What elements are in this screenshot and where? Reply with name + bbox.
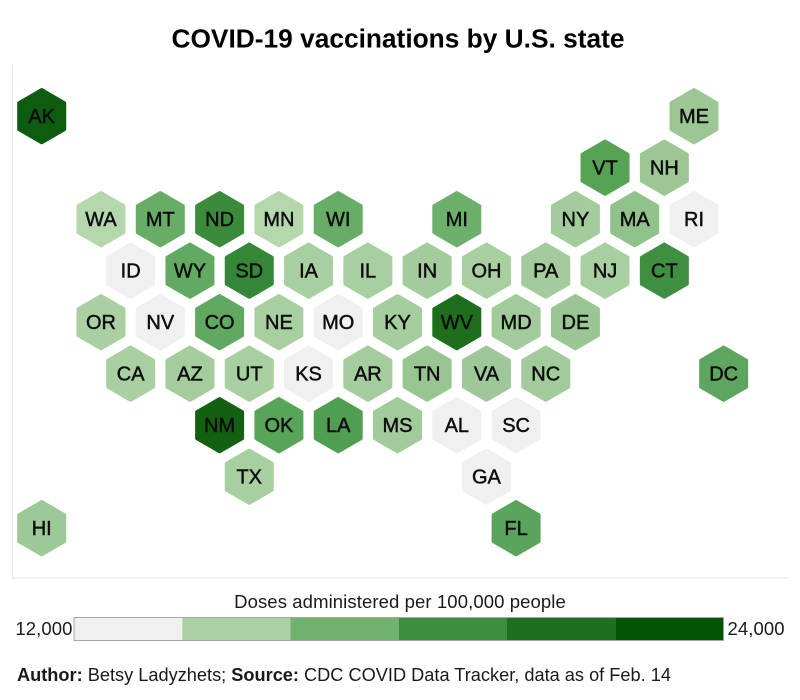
svg-text:SC: SC bbox=[502, 415, 530, 437]
svg-text:IN: IN bbox=[417, 261, 437, 283]
svg-text:ID: ID bbox=[121, 261, 141, 283]
svg-text:OH: OH bbox=[471, 261, 501, 283]
svg-text:Author: Betsy Ladyzhets; Sourc: Author: Betsy Ladyzhets; Source: CDC COV… bbox=[17, 665, 671, 685]
svg-text:VT: VT bbox=[592, 158, 618, 180]
svg-text:ND: ND bbox=[205, 209, 234, 231]
svg-text:Doses administered per 100,000: Doses administered per 100,000 people bbox=[234, 591, 566, 612]
svg-text:WV: WV bbox=[441, 312, 474, 334]
svg-text:LA: LA bbox=[326, 415, 351, 437]
svg-text:RI: RI bbox=[684, 209, 704, 231]
svg-text:WY: WY bbox=[174, 261, 206, 283]
svg-text:MO: MO bbox=[322, 312, 354, 334]
svg-text:CT: CT bbox=[651, 261, 678, 283]
svg-text:MD: MD bbox=[501, 312, 532, 334]
svg-text:UT: UT bbox=[236, 364, 263, 386]
svg-text:CO: CO bbox=[205, 312, 235, 334]
svg-text:AL: AL bbox=[445, 415, 469, 437]
svg-text:24,000: 24,000 bbox=[728, 618, 785, 639]
svg-text:TN: TN bbox=[414, 364, 441, 386]
svg-text:KY: KY bbox=[384, 312, 411, 334]
svg-text:MS: MS bbox=[383, 415, 413, 437]
svg-text:NY: NY bbox=[562, 209, 590, 231]
svg-text:NV: NV bbox=[146, 312, 174, 334]
svg-text:NM: NM bbox=[204, 415, 235, 437]
svg-text:SD: SD bbox=[235, 261, 263, 283]
svg-text:TX: TX bbox=[236, 467, 262, 489]
svg-text:VA: VA bbox=[474, 364, 500, 386]
svg-text:WI: WI bbox=[326, 209, 350, 231]
svg-text:NH: NH bbox=[650, 158, 679, 180]
svg-text:ME: ME bbox=[679, 106, 709, 128]
svg-text:CA: CA bbox=[117, 364, 145, 386]
svg-text:FL: FL bbox=[504, 518, 527, 540]
svg-text:OR: OR bbox=[86, 312, 116, 334]
svg-text:MT: MT bbox=[146, 209, 175, 231]
svg-text:HI: HI bbox=[32, 518, 52, 540]
svg-text:IA: IA bbox=[299, 261, 319, 283]
svg-text:MA: MA bbox=[620, 209, 651, 231]
svg-text:PA: PA bbox=[533, 261, 559, 283]
svg-text:MI: MI bbox=[446, 209, 468, 231]
svg-text:NC: NC bbox=[531, 364, 560, 386]
svg-text:12,000: 12,000 bbox=[15, 618, 72, 639]
svg-text:NJ: NJ bbox=[593, 261, 617, 283]
svg-text:OK: OK bbox=[264, 415, 294, 437]
svg-text:AR: AR bbox=[354, 364, 382, 386]
svg-text:GA: GA bbox=[472, 467, 502, 489]
svg-text:AK: AK bbox=[28, 106, 55, 128]
svg-text:DC: DC bbox=[709, 364, 738, 386]
svg-text:NE: NE bbox=[265, 312, 293, 334]
svg-text:DE: DE bbox=[562, 312, 590, 334]
svg-text:KS: KS bbox=[295, 364, 322, 386]
svg-text:MN: MN bbox=[263, 209, 294, 231]
svg-text:WA: WA bbox=[85, 209, 117, 231]
svg-text:AZ: AZ bbox=[177, 364, 203, 386]
svg-text:COVID-19 vaccinations by U.S.: COVID-19 vaccinations by U.S. state bbox=[171, 24, 624, 54]
svg-text:IL: IL bbox=[360, 261, 377, 283]
